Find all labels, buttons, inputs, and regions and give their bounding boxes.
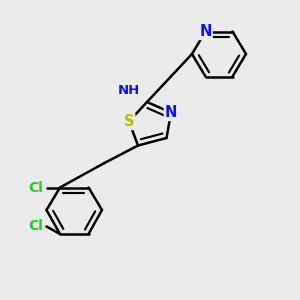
Text: Cl: Cl (28, 181, 43, 194)
Text: S: S (124, 114, 134, 129)
Text: NH: NH (118, 83, 140, 97)
Text: N: N (165, 105, 177, 120)
Text: N: N (199, 24, 212, 39)
Text: Cl: Cl (28, 220, 43, 233)
